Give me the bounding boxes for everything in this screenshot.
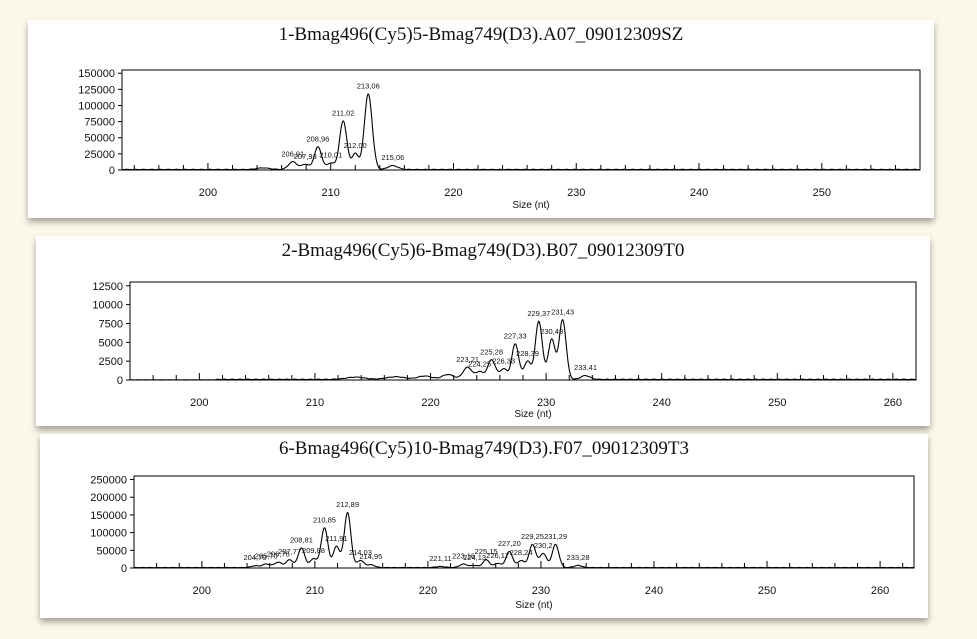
y-tick-label: 2500	[99, 356, 123, 368]
y-tick-label: 50000	[96, 545, 127, 557]
y-tick-label: 200000	[90, 492, 127, 504]
peak-label: 229,25	[521, 532, 544, 541]
x-axis-label: Size (nt)	[514, 409, 551, 420]
peak-label: 233,28	[567, 553, 590, 562]
peak-label: 215,06	[381, 153, 404, 162]
trace-line	[130, 319, 916, 381]
y-tick-label: 0	[117, 375, 123, 387]
x-tick-label: 200	[193, 585, 211, 597]
peak-label: 230,2	[534, 541, 553, 550]
y-tick-label: 100000	[78, 100, 115, 112]
peak-label: 224,13	[463, 553, 486, 562]
peak-label: 230,48	[540, 327, 563, 336]
y-tick-label: 10000	[92, 300, 123, 312]
chart-panel-1: 1-Bmag496(Cy5)5-Bmag749(D3).A07_09012309…	[28, 20, 934, 218]
x-tick-label: 210	[322, 187, 340, 199]
x-tick-label: 230	[567, 187, 585, 199]
peak-label: 231,29	[544, 532, 567, 541]
x-tick-label: 230	[537, 397, 555, 409]
x-axis-label: Size (nt)	[515, 600, 552, 611]
y-tick-label: 250000	[90, 475, 127, 487]
peak-label: 226,33	[492, 356, 515, 365]
x-tick-label: 210	[306, 585, 324, 597]
y-tick-label: 25000	[84, 149, 115, 161]
chart-title: 6-Bmag496(Cy5)10-Bmag749(D3).F07_0901230…	[278, 438, 690, 459]
peak-label: 209,88	[302, 546, 325, 555]
peak-label: 206,76	[267, 550, 290, 559]
peak-label: 225,15	[475, 547, 498, 556]
peak-label: 210,01	[319, 151, 342, 160]
x-tick-label: 200	[199, 187, 217, 199]
x-tick-label: 240	[690, 187, 708, 199]
chart-title: 1-Bmag496(Cy5)5-Bmag749(D3).A07_09012309…	[278, 24, 684, 45]
x-tick-label: 240	[653, 397, 671, 409]
peak-label: 227,20	[498, 539, 521, 548]
x-tick-label: 250	[758, 585, 776, 597]
chart-panel-2: 2-Bmag496(Cy5)6-Bmag749(D3).B07_09012309…	[36, 236, 930, 426]
peak-label: 221,11	[429, 554, 451, 563]
y-tick-label: 150000	[78, 68, 115, 80]
y-tick-label: 150000	[90, 510, 127, 522]
chart-svg-2: 0 2500 5000 7500 10000 12500 200 210 220 230 240 25…	[92, 281, 917, 420]
x-tick-label: 220	[421, 397, 439, 409]
chart-title: 2-Bmag496(Cy5)6-Bmag749(D3).B07_09012309…	[281, 240, 685, 261]
y-tick-label: 0	[109, 165, 115, 177]
peak-label: 223,21	[456, 355, 479, 364]
peak-label: 227,33	[504, 332, 527, 341]
peak-label: 225,28	[480, 347, 503, 356]
peak-label: 207,93	[294, 152, 317, 161]
peak-label: 229,37	[527, 309, 550, 318]
peak-label: 214,03	[349, 548, 372, 557]
x-tick-label: 250	[768, 397, 786, 409]
peak-label: 212,89	[336, 500, 359, 509]
peak-label: 208,81	[290, 536, 313, 545]
chart-panel-3: 6-Bmag496(Cy5)10-Bmag749(D3).F07_0901230…	[40, 434, 928, 618]
peak-label: 205,70	[255, 551, 278, 560]
x-axis-label: Size (nt)	[512, 200, 549, 211]
y-tick-label: 12500	[92, 281, 123, 293]
peak-label: 226,17	[486, 551, 509, 560]
peak-label: 208,96	[306, 134, 329, 143]
chart-svg-3: 0 50000 100000 150000 200000 250000 200 210 220 2…	[90, 475, 915, 611]
trace-line	[133, 511, 914, 569]
x-tick-label: 200	[190, 397, 208, 409]
peak-label: 231,43	[551, 307, 574, 316]
x-tick-label: 240	[645, 585, 663, 597]
y-tick-label: 5000	[99, 337, 123, 349]
peak-label: 228,39	[516, 349, 539, 358]
peak-label: 214,95	[359, 552, 382, 561]
y-tick-label: 100000	[90, 528, 127, 540]
x-tick-label: 260	[871, 585, 889, 597]
peak-label: 207,77	[278, 547, 301, 556]
x-tick-label: 220	[444, 187, 462, 199]
y-tick-label: 0	[121, 563, 127, 575]
x-tick-label: 220	[419, 585, 437, 597]
peak-label: 228,24	[510, 548, 533, 557]
peak-label: 210,85	[313, 515, 336, 524]
y-tick-label: 125000	[78, 84, 115, 96]
peak-label: 233,41	[574, 363, 597, 372]
x-tick-label: 260	[884, 397, 902, 409]
y-tick-label: 7500	[99, 318, 123, 330]
x-tick-label: 250	[813, 187, 831, 199]
peak-label: 211,91	[325, 534, 347, 543]
peak-label: 204,70	[243, 553, 266, 562]
peak-label: 223,16	[452, 551, 475, 560]
x-tick-label: 230	[532, 585, 550, 597]
chart-svg-1: 0 25000 50000 75000 100000 125000 150000 200 210…	[78, 68, 921, 211]
plot-frame	[133, 475, 915, 569]
y-tick-label: 75000	[84, 117, 115, 129]
peak-label: 211,02	[332, 109, 354, 118]
trace-line	[121, 93, 920, 171]
peak-label: 224,25	[468, 359, 491, 368]
x-tick-label: 210	[306, 397, 324, 409]
y-tick-label: 50000	[84, 133, 115, 145]
peak-label: 206,91	[281, 149, 304, 158]
plot-frame	[121, 69, 921, 171]
peak-label: 213,06	[357, 82, 380, 91]
peak-label: 212,00	[344, 141, 367, 150]
